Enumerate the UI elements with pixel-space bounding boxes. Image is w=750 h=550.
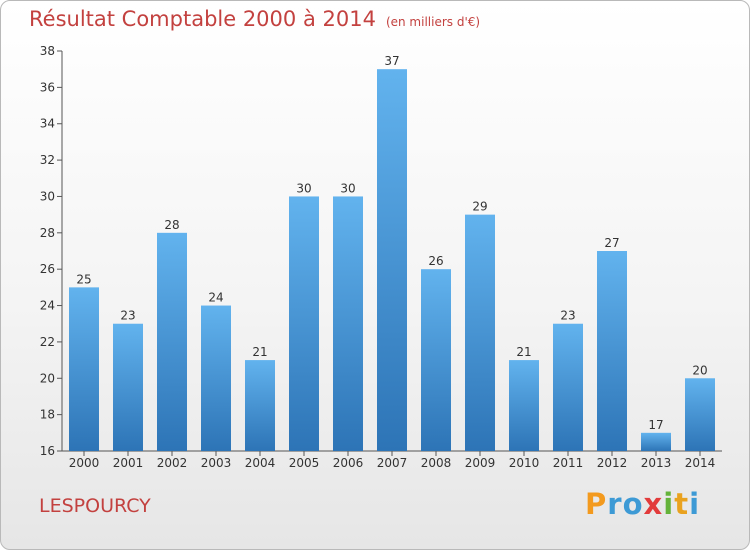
value-label-2007: 37	[384, 54, 399, 68]
value-label-2013: 17	[648, 418, 663, 432]
value-label-2009: 29	[472, 200, 487, 214]
bar-2013	[641, 432, 671, 451]
bar-2011	[553, 323, 583, 451]
bars	[69, 69, 715, 451]
x-tick-label-2011: 2011	[553, 456, 584, 470]
x-tick-label-2012: 2012	[597, 456, 628, 470]
x-tick-label-2004: 2004	[245, 456, 276, 470]
bar-2009	[465, 214, 495, 451]
value-label-2003: 24	[208, 291, 223, 305]
y-tick-label: 28	[40, 226, 55, 240]
axes: 16 18 20 22 24 26 28 30 32 34 36 38 2000 2001 2002 2003…	[40, 44, 722, 470]
x-tick-label-2000: 2000	[69, 456, 100, 470]
value-label-2006: 30	[340, 181, 355, 195]
bar-2008	[421, 269, 451, 451]
y-tick-label: 24	[40, 299, 55, 313]
y-tick-label: 22	[40, 335, 55, 349]
y-tick-label: 32	[40, 153, 55, 167]
y-tick-label: 20	[40, 371, 55, 385]
x-tick-label-2009: 2009	[465, 456, 496, 470]
y-tick-label: 36	[40, 80, 55, 94]
value-label-2005: 30	[296, 181, 311, 195]
x-tick-label-2014: 2014	[685, 456, 716, 470]
bar-2000	[69, 287, 99, 451]
value-labels: 25 23 28 24 21 30 30 37 26 29 21 23 27 17 20	[76, 54, 707, 432]
x-tick-label-2008: 2008	[421, 456, 452, 470]
y-tick-label: 34	[40, 117, 55, 131]
bar-2012	[597, 251, 627, 451]
value-label-2000: 25	[76, 272, 91, 286]
bar-2003	[201, 305, 231, 451]
chart-title-text: Résultat Comptable 2000 à 2014	[29, 7, 376, 31]
y-tick-label: 18	[40, 408, 55, 422]
value-label-2004: 21	[252, 345, 267, 359]
value-label-2012: 27	[604, 236, 619, 250]
x-tick-label-2005: 2005	[289, 456, 320, 470]
x-tick-label-2010: 2010	[509, 456, 540, 470]
bar-2001	[113, 323, 143, 451]
value-label-2008: 26	[428, 254, 443, 268]
x-tick-label-2001: 2001	[113, 456, 144, 470]
value-label-2001: 23	[120, 309, 135, 323]
chart-title: Résultat Comptable 2000 à 2014 (en millie…	[29, 7, 480, 31]
x-tick-label-2006: 2006	[333, 456, 364, 470]
value-label-2011: 23	[560, 309, 575, 323]
value-label-2014: 20	[692, 363, 707, 377]
value-label-2002: 28	[164, 218, 179, 232]
y-tick-label: 38	[40, 44, 55, 58]
y-tick-label: 16	[40, 444, 55, 458]
value-label-2010: 21	[516, 345, 531, 359]
bar-2014	[685, 378, 715, 451]
bar-2005	[289, 196, 319, 451]
proxiti-logo[interactable]: Proxiti	[585, 487, 701, 521]
bar-2010	[509, 360, 539, 451]
x-tick-label-2007: 2007	[377, 456, 408, 470]
x-tick-label-2002: 2002	[157, 456, 188, 470]
commune-name: LESPOURCY	[39, 495, 151, 517]
bar-2002	[157, 232, 187, 451]
x-tick-label-2003: 2003	[201, 456, 232, 470]
y-tick-label: 26	[40, 262, 55, 276]
bar-2007	[377, 69, 407, 451]
x-tick-label-2013: 2013	[641, 456, 672, 470]
bar-2006	[333, 196, 363, 451]
chart-unit: (en milliers d'€)	[385, 15, 481, 29]
bar-2004	[245, 360, 275, 451]
y-tick-label: 30	[40, 189, 55, 203]
